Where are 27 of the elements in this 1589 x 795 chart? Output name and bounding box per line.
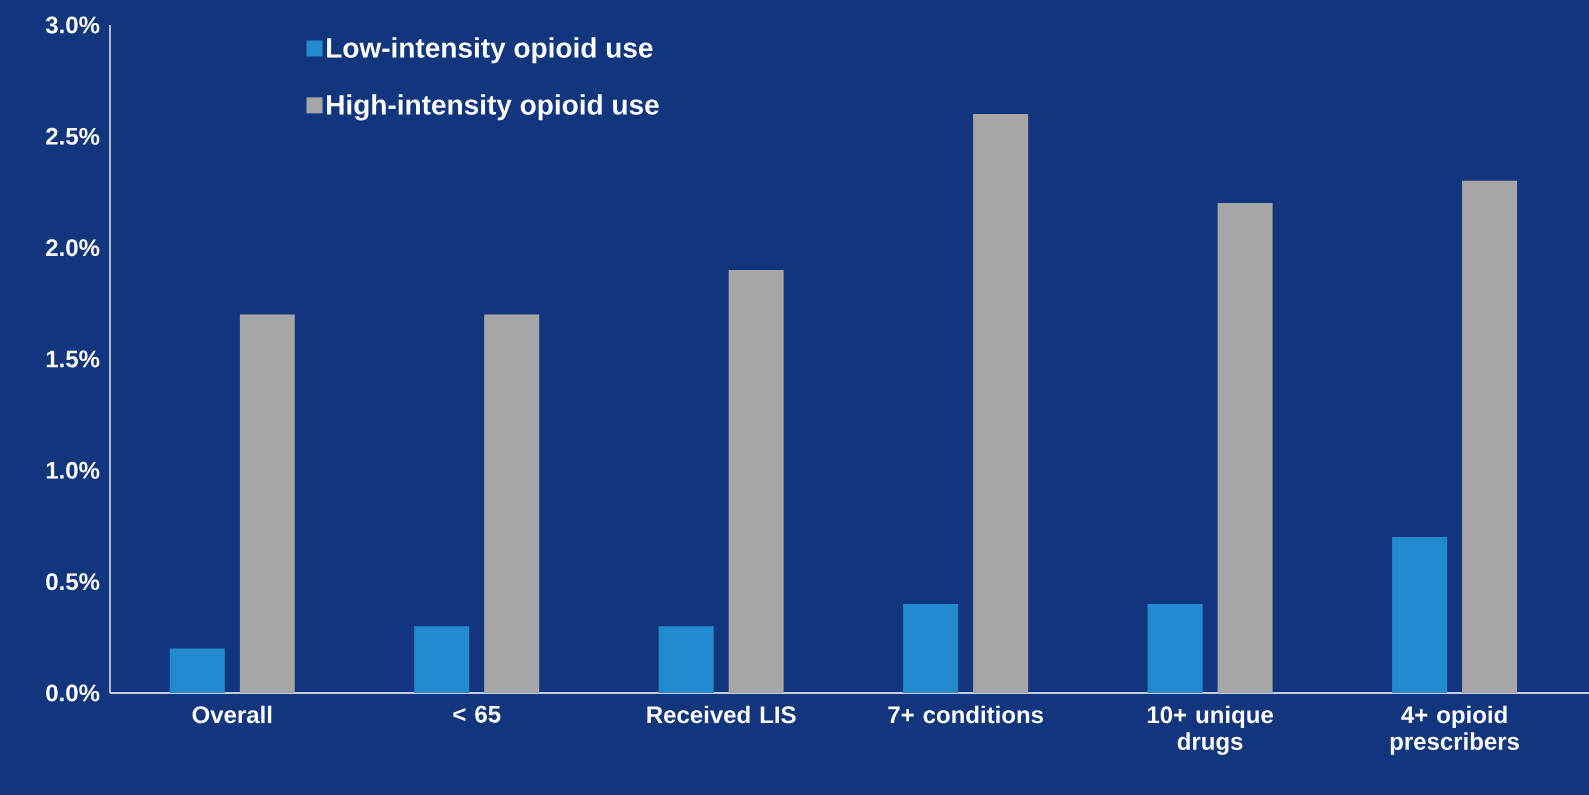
bar: [973, 114, 1029, 693]
x-tick-label: Overall: [192, 705, 272, 724]
bar: [484, 314, 540, 693]
x-tick-label: Received LIS: [647, 705, 796, 724]
y-tick-label: 0.0%: [46, 684, 100, 702]
legend-label: Low-intensity opioid use: [327, 37, 653, 64]
bar: [169, 648, 225, 693]
bar: [1462, 180, 1518, 693]
bar: [903, 603, 959, 693]
y-tick-label: 1.5%: [46, 350, 100, 368]
bar: [1147, 603, 1203, 693]
x-tick-label: < 65: [453, 705, 501, 723]
bar: [239, 314, 295, 693]
x-tick-label: 10+ unique drugs: [1147, 705, 1273, 755]
y-tick-label: 2.5%: [46, 127, 100, 145]
bar: [728, 269, 784, 693]
legend-label: High-intensity opioid use: [327, 94, 659, 121]
y-tick-label: 2.0%: [46, 239, 100, 257]
bar: [414, 626, 470, 693]
x-tick-label: 7+ conditions: [888, 705, 1043, 724]
x-tick-label: 4+ opioid prescribers: [1390, 705, 1519, 755]
bar: [1217, 203, 1273, 693]
bar: [658, 626, 714, 693]
y-tick-label: 0.5%: [46, 573, 100, 591]
bar: [1392, 537, 1448, 693]
y-tick-label: 1.0%: [46, 461, 100, 479]
y-tick-label: 3.0%: [45, 16, 100, 34]
